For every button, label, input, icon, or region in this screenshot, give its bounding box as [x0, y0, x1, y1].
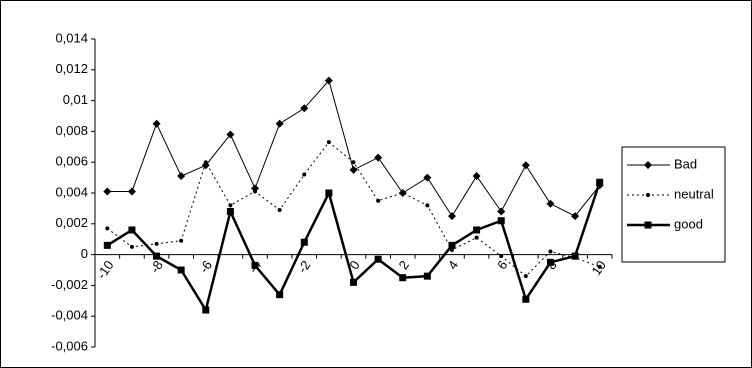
y-tick-label: 0 [81, 246, 88, 261]
marker [472, 172, 481, 181]
marker [226, 130, 235, 139]
marker [300, 104, 309, 113]
legend-marker [644, 161, 652, 169]
legend: Bad neutral good [621, 146, 726, 263]
marker [474, 235, 479, 240]
marker [497, 217, 505, 225]
marker [546, 199, 555, 208]
marker [571, 212, 580, 221]
marker [253, 189, 258, 194]
marker [202, 306, 210, 314]
marker [128, 226, 136, 234]
marker [521, 161, 530, 170]
marker [449, 247, 454, 252]
marker [522, 295, 530, 303]
marker [399, 274, 407, 282]
marker [103, 241, 111, 249]
y-tick-label: 0,006 [55, 154, 88, 169]
marker [425, 203, 430, 208]
marker [129, 244, 134, 249]
legend-label: good [674, 216, 703, 231]
marker [226, 207, 234, 215]
marker [127, 187, 136, 196]
marker [374, 153, 383, 162]
y-tick-label: 0,01 [63, 92, 88, 107]
marker [228, 203, 233, 208]
marker [251, 261, 259, 269]
marker [548, 249, 553, 254]
marker [275, 119, 284, 128]
marker [473, 226, 481, 234]
marker [325, 189, 333, 197]
y-tick-label: -0,006 [51, 338, 88, 353]
marker [154, 241, 159, 246]
marker [374, 255, 382, 263]
marker [497, 207, 506, 216]
marker [597, 264, 602, 269]
legend-label: neutral [674, 186, 714, 201]
marker [153, 252, 161, 260]
legend-marker [646, 193, 650, 197]
marker [571, 252, 579, 260]
marker [423, 173, 432, 182]
legend-marker [644, 221, 652, 229]
marker [201, 161, 210, 170]
marker [447, 212, 456, 221]
marker [324, 76, 333, 85]
marker [326, 140, 331, 145]
y-tick-label: -0,002 [51, 277, 88, 292]
marker [105, 226, 110, 231]
marker [302, 172, 307, 177]
marker [103, 187, 112, 196]
marker [349, 165, 358, 174]
marker [152, 119, 161, 128]
marker [546, 258, 554, 266]
marker [499, 254, 504, 259]
legend-box [621, 146, 726, 263]
marker [351, 160, 356, 165]
y-tick-label: 0,004 [55, 184, 88, 199]
marker [523, 274, 528, 279]
marker [376, 198, 381, 203]
marker [300, 238, 308, 246]
marker [177, 266, 185, 274]
y-tick-label: 0,002 [55, 215, 88, 230]
marker [276, 291, 284, 299]
y-tick-label: 0,008 [55, 123, 88, 138]
y-tick-label: -0,004 [51, 308, 88, 323]
marker [179, 238, 184, 243]
marker [423, 272, 431, 280]
y-tick-label: 0,012 [55, 61, 88, 76]
y-tick-label: 0,014 [55, 30, 88, 45]
marker [350, 278, 357, 286]
marker [400, 191, 405, 195]
marker [277, 207, 282, 212]
marker [448, 241, 456, 249]
marker [596, 178, 604, 186]
marker [177, 172, 186, 181]
marker [203, 160, 208, 165]
marker [251, 184, 260, 193]
legend-label: Bad [674, 156, 697, 171]
